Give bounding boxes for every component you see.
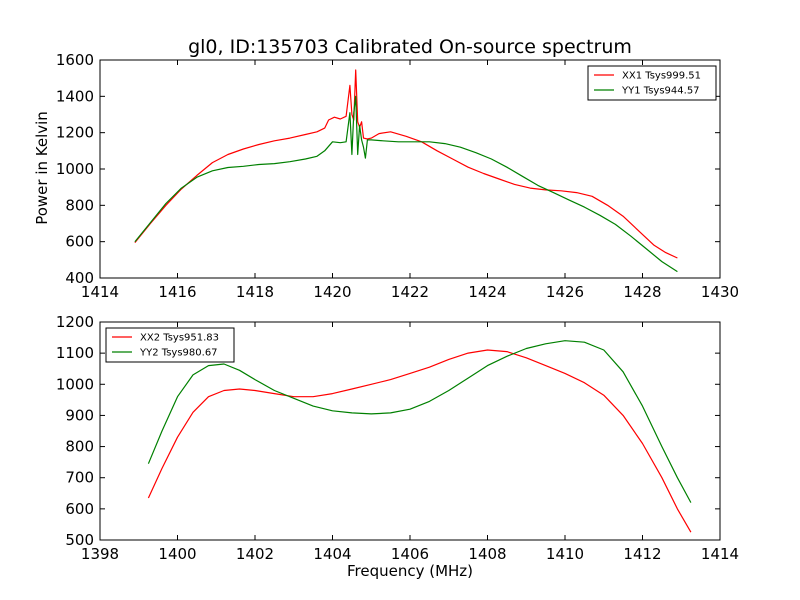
upper-plot: 1414 1416 1418 1420 1422 1424 1426 1428 1430 400 6… <box>56 51 739 301</box>
lower-y-tick-label: 1100 <box>56 344 94 362</box>
lower-legend-label-2: YY2 Tsys980.67 <box>139 348 218 359</box>
upper-x-tick-label: 1420 <box>313 283 351 301</box>
upper-x-tick-label: 1416 <box>158 283 196 301</box>
upper-legend-label-1: XX1 Tsys999.51 <box>622 71 701 82</box>
upper-x-tick-label: 1414 <box>81 283 119 301</box>
upper-y-tick-label: 1400 <box>56 87 94 105</box>
upper-y-tick-label: 1000 <box>56 160 94 178</box>
lower-x-tick-label: 1414 <box>701 545 739 563</box>
lower-x-tick-label: 1410 <box>546 545 584 563</box>
upper-y-tick-label: 1600 <box>56 51 94 69</box>
upper-x-tick-label: 1424 <box>468 283 506 301</box>
upper-y-axis-label: Power in Kelvin <box>33 111 51 225</box>
upper-series-line-2 <box>134 95 678 273</box>
lower-x-tick-label: 1400 <box>158 545 196 563</box>
lower-plot: 1398 1400 1402 1404 1406 1408 1410 1412 1414 500 6… <box>56 313 739 563</box>
lower-x-tick-label: 1404 <box>313 545 351 563</box>
lower-y-tick-label: 500 <box>65 531 94 549</box>
upper-legend-box <box>587 65 717 101</box>
lower-y-tick-label: 600 <box>65 500 94 518</box>
upper-x-tick-label: 1422 <box>391 283 429 301</box>
lower-y-tick-label: 800 <box>65 438 94 456</box>
upper-x-tick-label: 1418 <box>236 283 274 301</box>
lower-legend: XX2 Tsys951.83 YY2 Tsys980.67 <box>105 327 235 363</box>
lower-y-tick-label: 1000 <box>56 375 94 393</box>
lower-legend-box <box>105 327 235 363</box>
lower-x-tick-label: 1402 <box>236 545 274 563</box>
lower-x-tick-label: 1408 <box>468 545 506 563</box>
lower-legend-label-1: XX2 Tsys951.83 <box>140 333 219 344</box>
upper-legend: XX1 Tsys999.51 YY1 Tsys944.57 <box>587 65 717 101</box>
upper-y-tick-label: 800 <box>65 196 94 214</box>
lower-x-axis-label: Frequency (MHz) <box>347 562 473 580</box>
upper-x-tick-label: 1430 <box>701 283 739 301</box>
lower-series-line-1 <box>147 349 692 533</box>
upper-x-tick-label: 1428 <box>623 283 661 301</box>
upper-y-tick-label: 600 <box>65 233 94 251</box>
upper-y-tick-label: 1200 <box>56 124 94 142</box>
chart-title: gl0, ID:135703 Calibrated On-source spec… <box>188 36 632 58</box>
upper-legend-label-2: YY1 Tsys944.57 <box>621 86 700 97</box>
lower-series-line-2 <box>147 340 692 503</box>
lower-x-tick-label: 1412 <box>623 545 661 563</box>
upper-y-tick-label: 400 <box>65 269 94 287</box>
lower-x-tick-label: 1406 <box>391 545 429 563</box>
upper-x-tick-label: 1426 <box>546 283 584 301</box>
lower-x-tick-label: 1398 <box>81 545 119 563</box>
lower-y-tick-label: 700 <box>65 469 94 487</box>
lower-y-tick-label: 900 <box>65 406 94 424</box>
upper-series-line-1 <box>134 69 678 259</box>
lower-y-tick-label: 1200 <box>56 313 94 331</box>
